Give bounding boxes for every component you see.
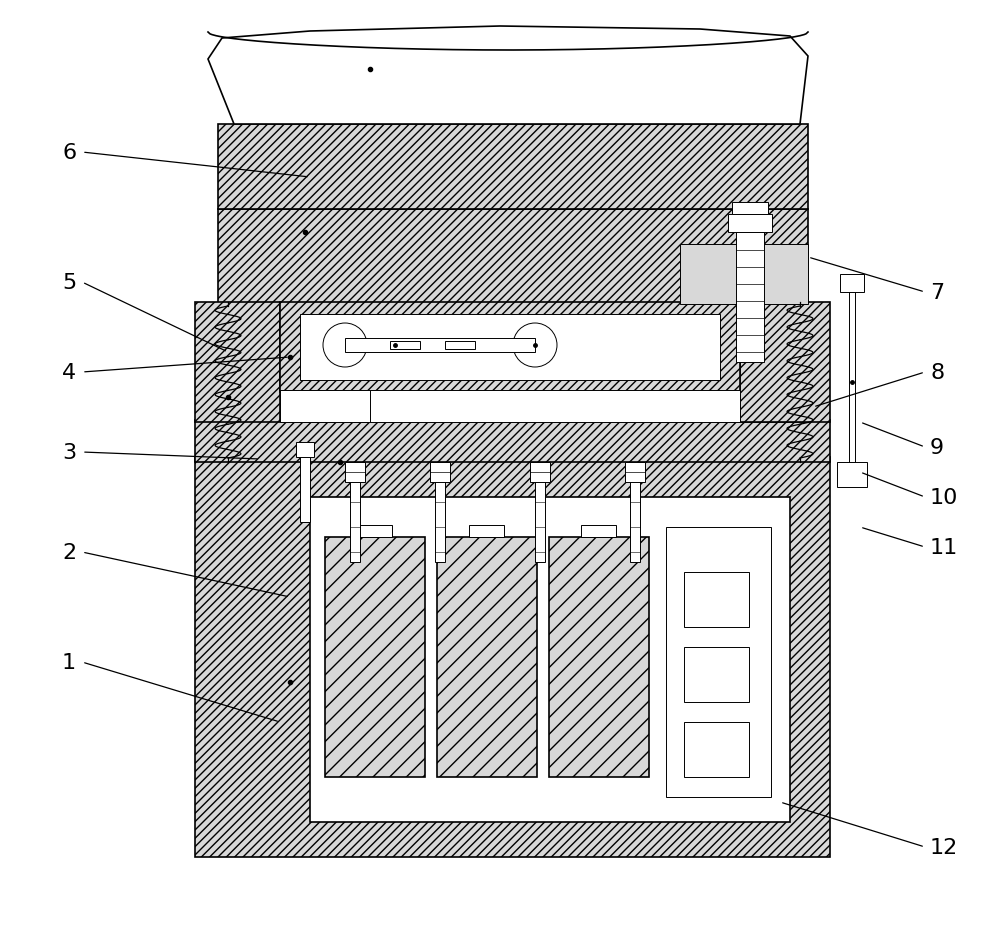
Bar	[849, 292, 855, 463]
Bar	[357, 526, 392, 538]
Text: 5: 5	[62, 272, 76, 292]
Bar	[535, 463, 545, 563]
Bar	[530, 463, 550, 483]
Bar	[728, 215, 772, 232]
Bar	[430, 463, 450, 483]
Bar	[630, 463, 640, 563]
Bar	[684, 572, 749, 627]
Bar	[218, 209, 808, 305]
Bar	[300, 452, 310, 523]
Text: 12: 12	[930, 837, 958, 857]
Bar	[195, 421, 830, 463]
Bar	[740, 303, 830, 423]
Bar	[280, 303, 740, 392]
Circle shape	[323, 324, 367, 367]
Bar	[435, 463, 445, 563]
Bar	[549, 538, 649, 777]
Bar	[718, 305, 808, 423]
Bar	[280, 390, 740, 423]
Polygon shape	[208, 27, 808, 125]
Text: 8: 8	[930, 363, 944, 383]
Bar	[345, 463, 365, 483]
Bar	[195, 303, 280, 423]
Bar	[837, 463, 867, 487]
Bar	[684, 647, 749, 703]
Bar	[390, 342, 420, 349]
Bar	[296, 443, 314, 458]
Bar	[680, 245, 808, 305]
Bar	[445, 342, 475, 349]
Bar	[581, 526, 616, 538]
Text: 6: 6	[62, 143, 76, 163]
Bar	[310, 498, 790, 823]
Text: 9: 9	[930, 438, 944, 458]
Bar	[437, 538, 537, 777]
Text: 10: 10	[930, 487, 958, 507]
Bar	[469, 526, 504, 538]
Text: 3: 3	[62, 443, 76, 463]
Bar	[195, 458, 830, 857]
Text: 1: 1	[62, 652, 76, 672]
Bar	[325, 538, 425, 777]
Text: 4: 4	[62, 363, 76, 383]
Text: 11: 11	[930, 538, 958, 558]
Circle shape	[513, 324, 557, 367]
Bar	[350, 463, 360, 563]
Text: 2: 2	[62, 543, 76, 563]
Text: 7: 7	[930, 283, 944, 303]
Bar	[666, 527, 771, 797]
Bar	[684, 723, 749, 777]
Bar	[840, 275, 864, 292]
Bar	[218, 125, 808, 209]
Bar	[736, 232, 764, 363]
Bar	[300, 315, 720, 381]
Bar	[280, 390, 370, 423]
Bar	[732, 203, 768, 215]
Bar	[625, 463, 645, 483]
Bar	[345, 339, 535, 352]
